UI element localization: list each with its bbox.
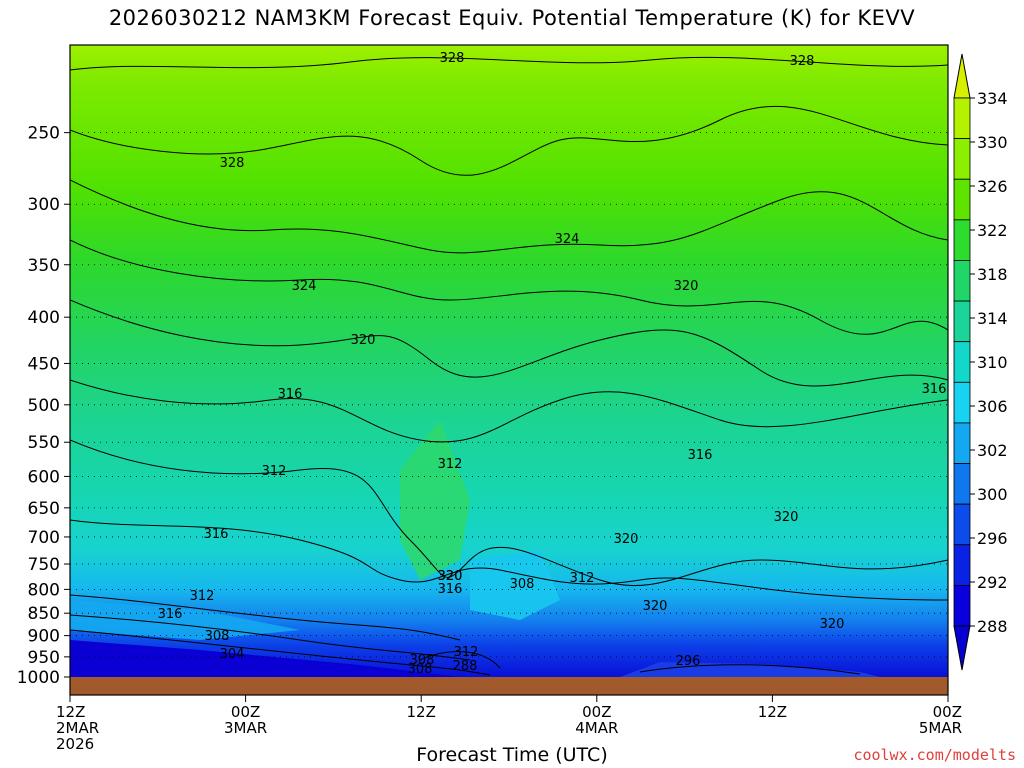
colorbar-label: 318 (977, 265, 1008, 284)
colorbar-segment (953, 178, 971, 221)
x-tick-label: 2026 (56, 735, 94, 753)
contour-label: 312 (438, 457, 463, 472)
x-tick-label: 12Z (56, 703, 85, 721)
x-tick-label: 5MAR (919, 719, 962, 737)
contour-label: 296 (676, 654, 701, 669)
y-tick-label: 1000 (17, 668, 60, 688)
colorbar-label: 292 (977, 573, 1008, 592)
contour-label: 308 (408, 662, 433, 677)
contour-label: 328 (790, 54, 815, 69)
y-tick-label: 700 (28, 528, 60, 548)
y-tick-label: 300 (28, 195, 60, 215)
y-tick-label: 800 (28, 580, 60, 600)
moist-low-region (70, 640, 460, 677)
y-tick-label: 400 (28, 308, 60, 328)
contour-label: 320 (643, 599, 668, 614)
contour-label: 288 (453, 659, 478, 674)
y-tick-label: 600 (28, 467, 60, 487)
colorbar-label: 334 (977, 89, 1008, 108)
x-tick-label: 3MAR (224, 719, 267, 737)
x-axis-label: Forecast Time (UTC) (416, 744, 608, 766)
contour-label: 320 (774, 510, 799, 525)
x-tick-label: 00Z (933, 703, 962, 721)
colorbar-label: 326 (977, 177, 1008, 196)
colorbar-segment (953, 463, 971, 505)
x-tick-label: 00Z (231, 703, 260, 721)
contour-label: 312 (262, 464, 287, 479)
plot-frame (69, 44, 949, 696)
y-tick-label: 550 (28, 433, 60, 453)
x-tick-label: 00Z (582, 703, 611, 721)
colorbar-label: 314 (977, 309, 1008, 328)
colorbar-label: 330 (977, 133, 1008, 152)
moist-low-region-2 (620, 662, 880, 677)
contour-label: 316 (438, 582, 463, 597)
colorbar-over-arrow (953, 53, 971, 99)
ground-strip (70, 677, 948, 695)
chart-title: 2026030212 NAM3KM Forecast Equiv. Potent… (108, 6, 916, 30)
contour-label: 324 (555, 232, 580, 247)
colorbar-segment (953, 381, 971, 424)
y-tick-label: 500 (28, 396, 60, 416)
y-tick-label: 950 (28, 648, 60, 668)
contour-label: 312 (190, 589, 215, 604)
x-tick-label: 12Z (407, 703, 436, 721)
contour-label: 312 (454, 645, 479, 660)
cyan-pocket (470, 550, 560, 620)
y-tick-label: 250 (28, 124, 60, 144)
contour-label: 308 (410, 653, 435, 668)
y-tick-label: 850 (28, 604, 60, 624)
contour-label: 320 (351, 333, 376, 348)
colorbar-segment (953, 138, 971, 180)
cyan-pocket-2 (70, 600, 300, 640)
colorbar-segment (953, 503, 971, 546)
warm-plume-region (400, 420, 470, 580)
contour-label: 320 (438, 569, 463, 584)
colorbar-segment (953, 300, 971, 343)
colorbar-segment (953, 584, 971, 627)
y-tick-label: 450 (28, 354, 60, 374)
credit-text: coolwx.com/modelts (853, 746, 1016, 764)
contour-label: 328 (220, 156, 245, 171)
y-tick-label: 650 (28, 499, 60, 519)
x-tick-label: 2MAR (56, 719, 99, 737)
contour-label: 324 (292, 279, 317, 294)
contour-label: 316 (688, 448, 713, 463)
y-tick-label: 900 (28, 627, 60, 647)
colorbar-under-arrow (953, 625, 971, 671)
contour-label: 308 (510, 577, 535, 592)
colorbar-segment (953, 97, 971, 140)
contour-label: 312 (570, 571, 595, 586)
y-tick-label: 350 (28, 256, 60, 276)
x-tick-label: 12Z (758, 703, 787, 721)
theta-e-field (70, 45, 948, 677)
contour-label: 308 (205, 629, 230, 644)
colorbar-segment (953, 422, 971, 464)
colorbar-label: 322 (977, 221, 1008, 240)
colorbar-segment (953, 260, 971, 302)
colorbar-label: 310 (977, 353, 1008, 372)
colorbar-label: 306 (977, 397, 1008, 416)
x-tick-label: 4MAR (575, 719, 618, 737)
colorbar-segment (953, 341, 971, 383)
colorbar-label: 296 (977, 529, 1008, 548)
colorbar-segment (953, 219, 971, 261)
contour-label: 316 (278, 387, 303, 402)
contour-label: 320 (614, 532, 639, 547)
contour-label: 316 (204, 527, 229, 542)
colorbar-label: 302 (977, 441, 1008, 460)
colorbar-label: 300 (977, 485, 1008, 504)
contour-label: 320 (674, 279, 699, 294)
contour-label: 304 (220, 647, 245, 662)
colorbar-label: 288 (977, 617, 1008, 636)
contour-label: 320 (438, 569, 463, 584)
colorbar-segment (953, 544, 971, 586)
y-tick-label: 750 (28, 555, 60, 575)
contour-label: 316 (922, 382, 947, 397)
contour-label: 320 (820, 617, 845, 632)
contour-label: 328 (440, 51, 465, 66)
contour-label: 316 (158, 607, 183, 622)
